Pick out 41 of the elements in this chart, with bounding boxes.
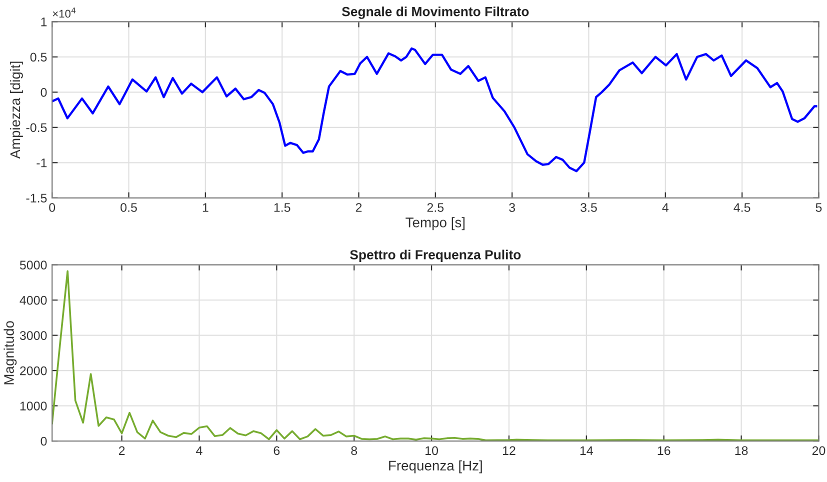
x-tick-label: 4 <box>662 203 669 212</box>
x-tick-label: 0 <box>49 203 56 212</box>
y-tick-label: -1 <box>36 158 47 168</box>
y-tick-label: 4000 <box>20 296 47 305</box>
x-axis-title: Tempo [s] <box>406 217 465 230</box>
y-tick-label: 0 <box>40 88 47 97</box>
x-tick-label: 14 <box>580 446 594 455</box>
x-tick-label: 3 <box>509 203 516 212</box>
x-tick-label: 4.5 <box>734 203 750 212</box>
x-tick-label: 8 <box>351 446 358 456</box>
y-axis-title: Magnitudo <box>4 321 17 384</box>
x-tick-label: 6 <box>274 446 280 456</box>
x-tick-label: 2 <box>118 446 125 455</box>
y-tick-label: 0 <box>40 436 47 446</box>
x-tick-label: 18 <box>735 446 748 456</box>
x-tick-label: 1.5 <box>274 203 290 212</box>
x-tick-label: 0.5 <box>120 203 137 212</box>
line-series <box>52 47 818 172</box>
y-tick-label: -1.5 <box>26 194 47 203</box>
x-tick-label: 20 <box>812 446 826 456</box>
y-tick-label: 1 <box>41 18 47 26</box>
x-axis-title: Frequenza [Hz] <box>389 460 482 474</box>
x-tick-label: 12 <box>502 446 516 455</box>
x-tick-label: 3.5 <box>580 203 597 212</box>
y-tick-label: 5000 <box>20 260 47 270</box>
y-tick-label: 0.5 <box>30 52 47 62</box>
x-tick-label: 1 <box>202 203 208 212</box>
chart-title: Segnale di Movimento Filtrato <box>342 6 529 19</box>
chart-title: Spettro di Frequenza Pulito <box>350 250 521 262</box>
x-tick-label: 16 <box>658 446 670 456</box>
x-tick-label: 4 <box>196 446 202 455</box>
y-tick-label: 2000 <box>20 366 47 376</box>
x-tick-label: 2 <box>356 203 362 212</box>
x-tick-label: 5 <box>816 203 822 212</box>
x-tick-label: 10 <box>426 446 438 456</box>
y-axis-title: Ampiezza [digit] <box>10 62 23 159</box>
text: ×10$^{4}$ <box>52 8 76 18</box>
y-tick-label: 3000 <box>20 331 47 340</box>
x-tick-label: 2.5 <box>427 203 444 212</box>
y-tick-label: 1000 <box>20 402 47 410</box>
y-tick-label: -0.5 <box>26 123 47 132</box>
